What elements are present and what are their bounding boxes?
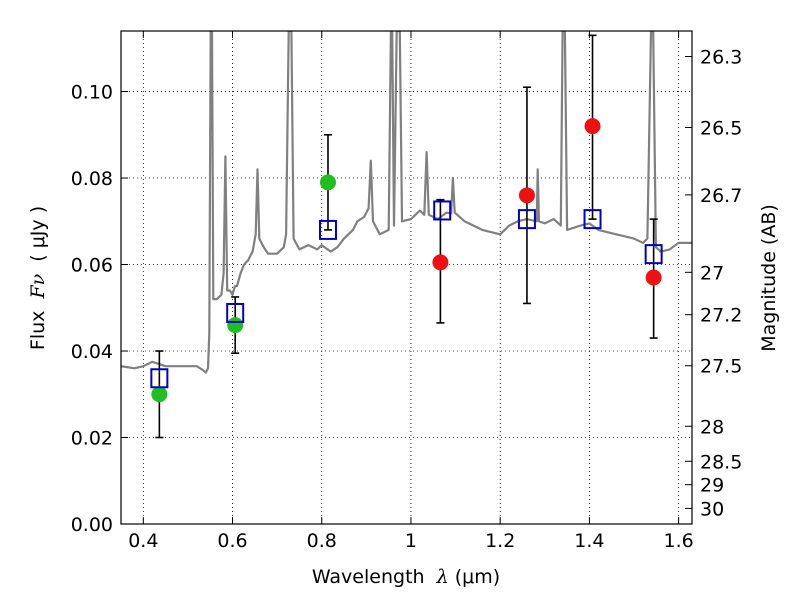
x-axis-ticks: 0.4 0.6 0.8 1 1.2 1.4 1.6 (128, 31, 694, 552)
y-tick-label: 0.06 (71, 255, 113, 277)
plot-frame (120, 30, 693, 525)
model-photometry-square (644, 244, 663, 265)
model-photometry-square (318, 219, 337, 240)
data-points (151, 118, 662, 403)
y2-tick-label: 26.3 (700, 47, 742, 69)
x-tick-label: 1 (405, 530, 417, 552)
y-axis-title: Flux Fν ( μJy ) (27, 206, 49, 350)
model-photometry-square (150, 368, 169, 389)
x-axis-title-prefix: Wavelength (312, 566, 437, 588)
y-tick-label: 0.08 (71, 168, 113, 190)
y2-tick-label: 30 (700, 498, 724, 520)
model-spectrum (121, 31, 692, 374)
observed-point-green (227, 317, 244, 334)
y2-tick-label: 27.2 (700, 305, 742, 327)
model-photometry-square (583, 209, 602, 230)
observed-point-red (432, 254, 449, 271)
model-photometry-square (226, 302, 245, 323)
y-tick-label: 0.04 (71, 341, 113, 363)
y-tick-label: 0.10 (71, 82, 113, 104)
observed-point-green (319, 174, 336, 191)
observed-point-red (584, 118, 601, 135)
y2-axis-title: Magnitude (AB) (758, 204, 780, 352)
observed-point-red (645, 269, 662, 286)
x-axis-title-unit: (μm) (449, 566, 500, 588)
y-axis-ticks: 0.00 0.02 0.04 0.06 0.08 0.10 (71, 82, 128, 536)
model-photometry-square (433, 200, 452, 221)
y2-tick-label: 27.5 (700, 356, 742, 378)
x-tick-label: 1.2 (485, 530, 515, 552)
x-tick-label: 0.6 (217, 530, 247, 552)
x-tick-label: 1.6 (664, 530, 694, 552)
x-tick-label: 0.4 (128, 530, 158, 552)
y2-tick-label: 28.5 (700, 451, 742, 473)
y2-tick-label: 27 (700, 262, 724, 284)
observed-point-green (151, 386, 168, 403)
y2-tick-label: 28 (700, 416, 724, 438)
y-tick-label: 0.00 (71, 514, 113, 536)
model-photometry-squares (150, 200, 663, 389)
y-axis-title-unit: ( μJy ) (27, 206, 49, 274)
y2-tick-label: 29 (700, 475, 724, 497)
model-spectrum-line (121, 31, 692, 374)
x-tick-label: 1.4 (574, 530, 604, 552)
model-photometry-square (517, 209, 536, 230)
y2-tick-label: 26.5 (700, 117, 742, 139)
y-axis-title-symbol: Fν (27, 273, 49, 299)
y-axis-title-prefix: Flux (27, 299, 49, 351)
y-tick-label: 0.02 (71, 428, 113, 450)
observed-point-red (518, 187, 535, 204)
x-axis-title-symbol: λ (436, 566, 449, 588)
x-axis-title: Wavelength λ (μm) (312, 566, 500, 588)
x-tick-label: 0.8 (307, 530, 337, 552)
y2-tick-label: 26.7 (700, 185, 742, 207)
